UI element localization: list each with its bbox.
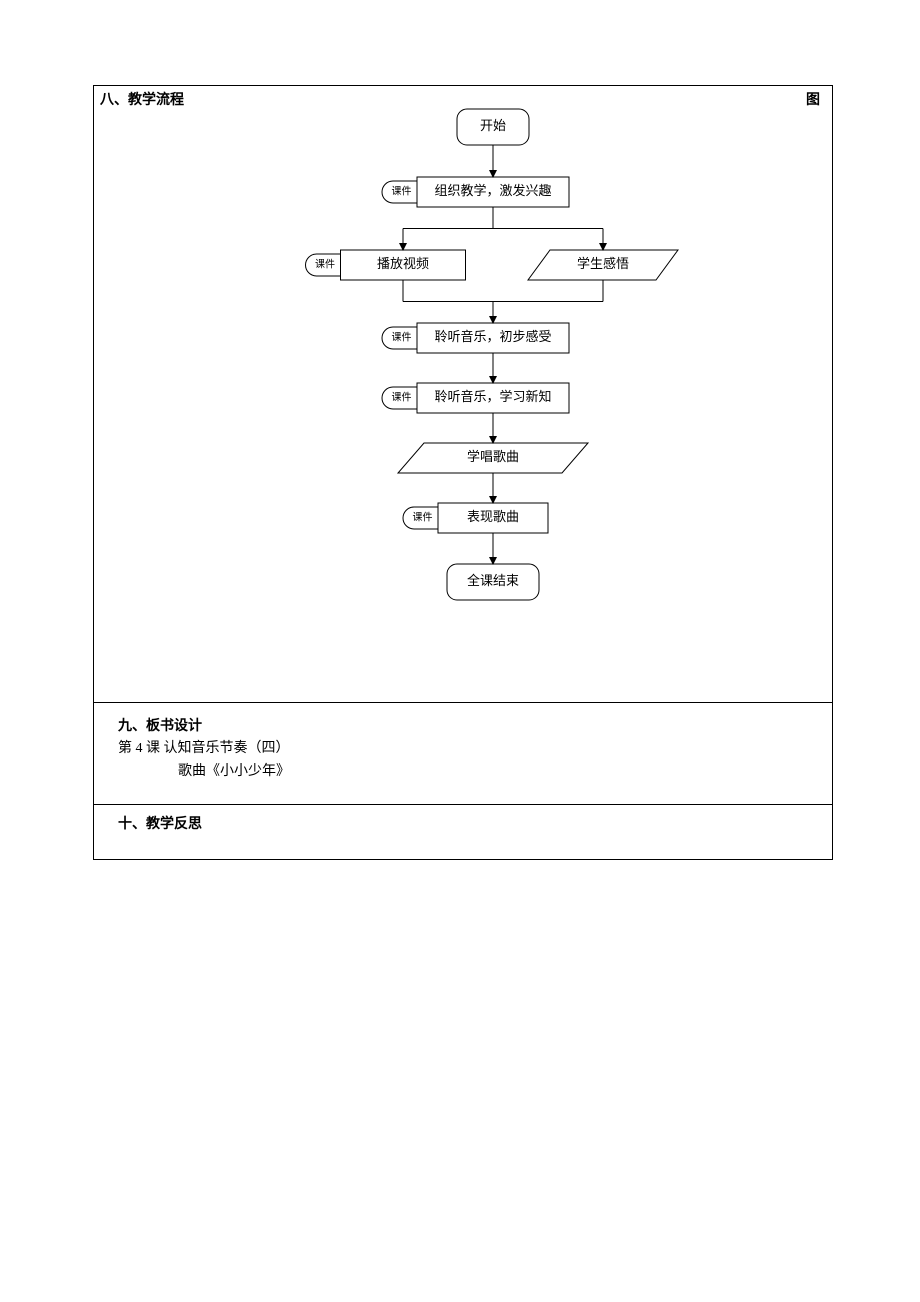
svg-text:学唱歌曲: 学唱歌曲: [467, 449, 519, 464]
svg-text:课件: 课件: [392, 331, 412, 343]
svg-text:开始: 开始: [480, 118, 506, 133]
svg-text:聆听音乐，初步感受: 聆听音乐，初步感受: [434, 329, 551, 344]
section-9-title: 九、板书设计: [118, 716, 290, 738]
svg-text:学生感悟: 学生感悟: [577, 256, 629, 271]
svg-text:课件: 课件: [315, 258, 335, 270]
svg-text:课件: 课件: [392, 185, 412, 197]
svg-text:聆听音乐，学习新知: 聆听音乐，学习新知: [434, 389, 551, 404]
section-9: 九、板书设计 第 4 课 认知音乐节奏（四） 歌曲《小小少年》: [118, 716, 290, 783]
svg-text:课件: 课件: [392, 391, 412, 403]
svg-text:全课结束: 全课结束: [467, 573, 519, 588]
svg-text:课件: 课件: [413, 511, 433, 523]
section-9-line2: 歌曲《小小少年》: [118, 761, 290, 783]
divider-1: [93, 702, 833, 703]
divider-2: [93, 804, 833, 805]
teaching-flowchart: 开始课件组织教学，激发兴趣课件播放视频学生感悟课件聆听音乐，初步感受课件聆听音乐…: [93, 85, 833, 702]
section-9-line1: 第 4 课 认知音乐节奏（四）: [118, 738, 290, 760]
section-10-title: 十、教学反思: [118, 813, 202, 833]
svg-text:播放视频: 播放视频: [377, 256, 429, 271]
svg-text:组织教学，激发兴趣: 组织教学，激发兴趣: [434, 183, 551, 198]
svg-text:表现歌曲: 表现歌曲: [467, 509, 519, 524]
